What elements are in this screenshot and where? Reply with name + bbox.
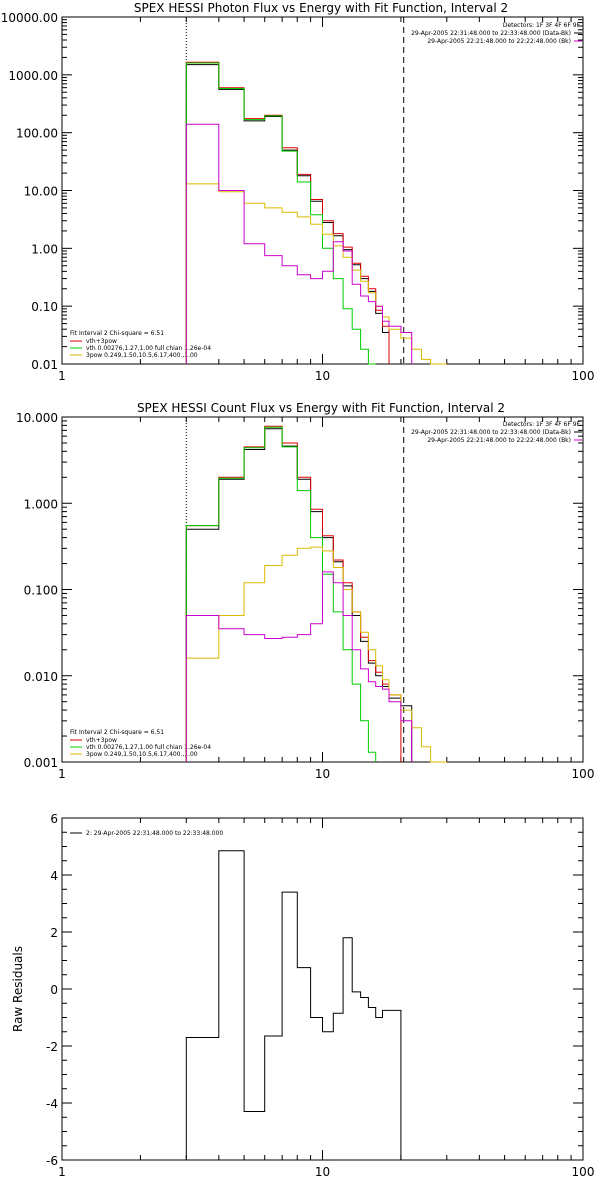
residuals-y-tick-label: -4 bbox=[46, 1097, 58, 1111]
count-flux-fit-interval: Fit Interval 2 Chi-square = 6.51 bbox=[70, 729, 164, 736]
count-flux-y-tick-label: 0.001 bbox=[24, 756, 58, 770]
count-flux-y-tick-label: 0.010 bbox=[24, 670, 58, 684]
residuals-x-tick-label: 100 bbox=[572, 1165, 595, 1179]
count-flux-y-tick-label: 10.000 bbox=[16, 411, 58, 425]
count-flux-series-vth bbox=[185, 426, 377, 762]
photon-flux-y-tick-label: 0.01 bbox=[31, 358, 58, 372]
residuals-y-tick-label: 2 bbox=[50, 926, 58, 940]
count-flux-title: SPEX HESSI Count Flux vs Energy with Fit… bbox=[137, 401, 505, 415]
photon-flux-y-tick-label: 1.00 bbox=[31, 242, 58, 256]
count-flux-x-tick-label: 1 bbox=[58, 767, 66, 781]
residuals-x-tick-label: 10 bbox=[315, 1165, 330, 1179]
count-flux-series-data bbox=[185, 428, 413, 762]
count-flux-x-tick-label: 10 bbox=[315, 767, 330, 781]
residuals-legend-label: 2: 29-Apr-2005 22:31:48.000 to 22:33:48.… bbox=[86, 830, 223, 837]
count-flux-series-3pow bbox=[185, 546, 447, 763]
photon-flux-fit-3pow: 3pow 0.249,1.50,10.5,6.17,400.,1.00 bbox=[86, 352, 198, 359]
photon-flux-panel: SPEX HESSI Photon Flux vs Energy with Fi… bbox=[1, 1, 595, 383]
photon-flux-y-tick-label: 10000.00 bbox=[1, 11, 58, 25]
residuals-series-residual bbox=[185, 850, 402, 1160]
count-flux-bk-interval: 29-Apr-2005 22:21:48.000 to 22:22:48.000… bbox=[427, 437, 571, 444]
photon-flux-series-data bbox=[185, 64, 390, 364]
photon-flux-y-tick-label: 1000.00 bbox=[8, 69, 58, 83]
count-flux-fit-3pow: 3pow 0.249,1.50,10.5,6.17,400.,1.00 bbox=[86, 751, 198, 758]
photon-flux-y-tick-label: 10.00 bbox=[24, 185, 58, 199]
count-flux-x-tick-label: 100 bbox=[572, 767, 595, 781]
photon-flux-title: SPEX HESSI Photon Flux vs Energy with Fi… bbox=[134, 1, 508, 15]
count-flux-panel: SPEX HESSI Count Flux vs Energy with Fit… bbox=[16, 401, 594, 781]
photon-flux-x-tick-label: 100 bbox=[572, 369, 595, 383]
count-flux-data-interval: 29-Apr-2005 22:31:48.000 to 22:33:48.000… bbox=[411, 429, 571, 436]
photon-flux-data-interval: 29-Apr-2005 22:31:48.000 to 22:33:48.000… bbox=[411, 30, 571, 37]
count-flux-fit-total: vth+3pow bbox=[86, 737, 117, 744]
residuals-y-tick-label: -6 bbox=[46, 1154, 58, 1168]
photon-flux-detectors: Detectors: 1F 3F 4F 6F 9F bbox=[503, 22, 581, 29]
count-flux-y-tick-label: 1.000 bbox=[24, 497, 58, 511]
residuals-y-tick-label: 6 bbox=[50, 812, 58, 826]
photon-flux-header: Detectors: 1F 3F 4F 6F 9F 29-Apr-2005 22… bbox=[411, 22, 582, 45]
residuals-y-tick-label: 0 bbox=[50, 983, 58, 997]
photon-flux-series-vth bbox=[185, 62, 376, 365]
count-flux-fit-vth: vth 0.00276,1.27,1.00 full chian 1.26e-0… bbox=[86, 744, 211, 751]
photon-flux-bk-interval: 29-Apr-2005 22:21:48.000 to 22:22:48.000… bbox=[427, 38, 571, 45]
photon-flux-fit-vth: vth 0.00276,1.27,1.00 full chian 1.26e-0… bbox=[86, 345, 211, 352]
photon-flux-fit-total: vth+3pow bbox=[86, 338, 117, 345]
photon-flux-x-tick-label: 10 bbox=[315, 369, 330, 383]
count-flux-y-tick-label: 0.100 bbox=[24, 584, 58, 598]
residuals-ylabel: Raw Residuals bbox=[11, 946, 25, 1032]
count-flux-detectors: Detectors: 1F 3F 4F 6F 9F bbox=[503, 421, 581, 428]
photon-flux-fit-interval: Fit Interval 2 Chi-square = 6.51 bbox=[70, 330, 164, 337]
photon-flux-fit-legend: Fit Interval 2 Chi-square = 6.51 vth+3po… bbox=[70, 330, 211, 359]
photon-flux-y-tick-label: 0.10 bbox=[31, 300, 58, 314]
photon-flux-x-tick-label: 1 bbox=[58, 369, 66, 383]
residuals-y-tick-label: -2 bbox=[46, 1040, 58, 1054]
count-flux-header: Detectors: 1F 3F 4F 6F 9F 29-Apr-2005 22… bbox=[411, 421, 582, 444]
photon-flux-series-background bbox=[185, 123, 413, 364]
count-flux-series-vth-3pow bbox=[185, 425, 402, 762]
count-flux-series-background bbox=[185, 571, 413, 762]
residuals-x-tick-label: 1 bbox=[58, 1165, 66, 1179]
residuals-y-tick-label: 4 bbox=[50, 869, 58, 883]
residuals-panel: Raw Residuals 2: 29-Apr-2005 22:31:48.00… bbox=[11, 812, 594, 1179]
photon-flux-series-vth-3pow bbox=[185, 61, 390, 364]
count-flux-fit-legend: Fit Interval 2 Chi-square = 6.51 vth+3po… bbox=[70, 729, 211, 758]
photon-flux-y-tick-label: 100.00 bbox=[16, 127, 58, 141]
